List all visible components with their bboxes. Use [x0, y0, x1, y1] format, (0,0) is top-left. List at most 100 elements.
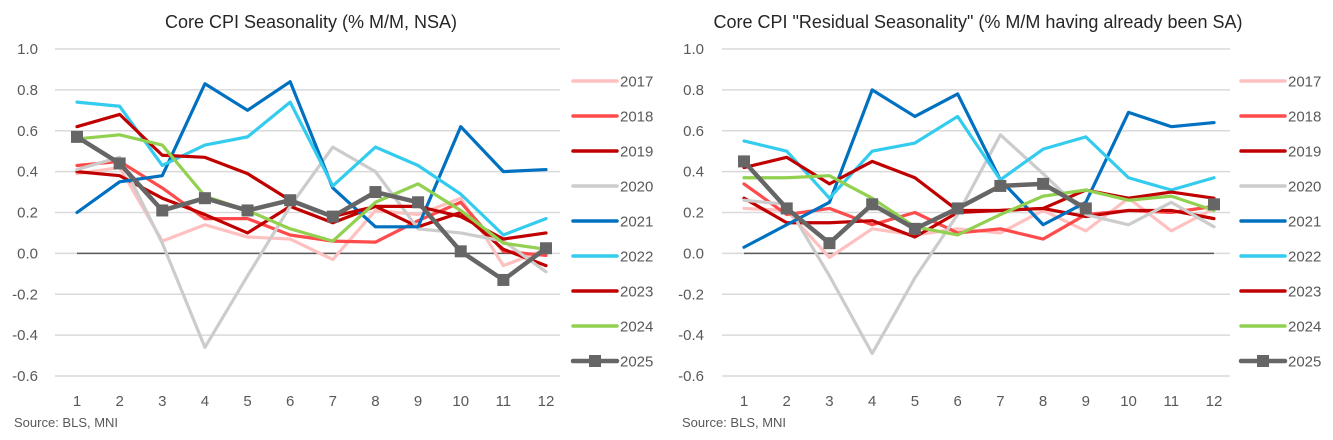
chart-right-panel: Core CPI "Residual Seasonality" (% M/M h…	[666, 0, 1333, 435]
legend-label: 2020	[620, 179, 653, 196]
series-line	[75, 145, 548, 349]
legend-item-2018: 2018	[1239, 109, 1321, 126]
y-tick-label: -0.6	[12, 368, 38, 385]
y-tick-label: 1.0	[683, 41, 704, 58]
data-point-marker	[1208, 198, 1220, 211]
series-2018	[75, 159, 548, 258]
series-line	[75, 133, 548, 251]
y-tick-label: 0.6	[17, 123, 38, 140]
y-tick-label: -0.6	[678, 368, 704, 385]
series-line	[742, 133, 1216, 356]
x-tick-label: 3	[158, 393, 166, 410]
series-line	[75, 159, 548, 258]
x-tick-label: 6	[953, 393, 961, 410]
x-tick-label: 9	[414, 393, 422, 410]
series-2024	[75, 133, 548, 251]
data-point-marker	[369, 186, 382, 199]
x-tick-label: 1	[73, 393, 81, 410]
data-point-marker	[326, 210, 339, 223]
legend-item-2021: 2021	[1239, 214, 1321, 231]
legend-item-2017: 2017	[571, 74, 653, 91]
legend-label: 2019	[620, 144, 653, 161]
data-point-marker	[823, 237, 836, 250]
legend-item-2021: 2021	[571, 214, 653, 231]
legend-label: 2018	[620, 109, 653, 126]
series-line	[742, 114, 1216, 200]
legend-label: 2019	[1288, 144, 1321, 161]
series-2022	[742, 114, 1216, 200]
legend-label: 2023	[620, 284, 653, 301]
chart-title: Core CPI "Residual Seasonality" (% M/M h…	[713, 12, 1242, 32]
legend-label: 2024	[620, 319, 653, 336]
legend-label: 2020	[1288, 179, 1321, 196]
data-point-marker	[412, 196, 425, 209]
y-tick-label: 0.0	[683, 245, 704, 262]
x-tick-label: 10	[1120, 393, 1137, 410]
series-2021	[75, 80, 548, 229]
y-tick-label: -0.4	[678, 327, 704, 344]
x-tick-label: 2	[783, 393, 791, 410]
legend-item-2022: 2022	[1239, 249, 1321, 266]
legend-label: 2022	[620, 249, 653, 266]
x-tick-label: 9	[1082, 393, 1090, 410]
data-point-marker	[994, 179, 1007, 192]
series-2022	[75, 100, 548, 237]
chart-residual-seasonality: Core CPI "Residual Seasonality" (% M/M h…	[678, 12, 1321, 430]
y-tick-label: -0.2	[678, 286, 704, 303]
y-tick-label: 0.4	[683, 164, 704, 181]
data-point-marker	[156, 204, 169, 217]
legend-item-2020: 2020	[571, 179, 653, 196]
legend-item-2019: 2019	[571, 144, 653, 161]
legend-label: 2021	[1288, 214, 1321, 231]
x-tick-label: 11	[496, 393, 512, 410]
series-2025	[738, 155, 1220, 250]
series-2020	[75, 145, 548, 349]
legend-label: 2025	[620, 354, 653, 371]
y-tick-label: 0.4	[17, 164, 38, 181]
data-point-marker	[198, 192, 211, 205]
series-line	[742, 88, 1216, 249]
data-point-marker	[1037, 177, 1050, 190]
legend-label: 2023	[1288, 284, 1321, 301]
x-tick-label: 4	[868, 393, 876, 410]
legend-marker	[1257, 355, 1269, 367]
series-2024	[742, 174, 1216, 237]
legend-label: 2017	[1288, 74, 1321, 91]
legend-item-2025: 2025	[1238, 354, 1321, 371]
data-point-marker	[284, 194, 297, 207]
series-line	[75, 80, 548, 229]
x-tick-label: 12	[1206, 393, 1223, 410]
x-tick-label: 7	[996, 393, 1004, 410]
x-tick-label: 4	[201, 393, 209, 410]
legend-item-2019: 2019	[1239, 144, 1321, 161]
x-tick-label: 12	[538, 393, 555, 410]
series-2025	[71, 130, 552, 286]
series-line	[742, 174, 1216, 237]
legend-item-2023: 2023	[571, 284, 653, 301]
legend-item-2022: 2022	[571, 249, 653, 266]
source-note: Source: BLS, MNI	[14, 415, 118, 430]
data-point-marker	[738, 155, 750, 168]
x-tick-label: 8	[371, 393, 379, 410]
data-point-marker	[780, 202, 793, 215]
chart-left-panel: Core CPI Seasonality (% M/M, NSA) 1.0 0.8…	[0, 0, 666, 435]
y-tick-label: 0.2	[683, 205, 704, 222]
data-point-marker	[113, 157, 126, 170]
series-line	[75, 100, 548, 237]
legend-item-2023: 2023	[1239, 284, 1321, 301]
source-note: Source: BLS, MNI	[682, 415, 786, 430]
data-point-marker	[241, 204, 254, 217]
legend-item-2025: 2025	[570, 354, 653, 371]
data-point-marker	[951, 202, 964, 215]
legend-item-2018: 2018	[571, 109, 653, 126]
y-tick-label: 0.8	[17, 82, 38, 99]
x-tick-label: 2	[115, 393, 123, 410]
legend-label: 2018	[1288, 109, 1321, 126]
legend-label: 2024	[1288, 319, 1321, 336]
legend-label: 2017	[620, 74, 653, 91]
x-tick-label: 7	[329, 393, 337, 410]
y-tick-label: 0.8	[683, 82, 704, 99]
legend-item-2017: 2017	[1239, 74, 1321, 91]
y-tick-label: 1.0	[17, 41, 38, 58]
x-tick-label: 6	[286, 393, 294, 410]
